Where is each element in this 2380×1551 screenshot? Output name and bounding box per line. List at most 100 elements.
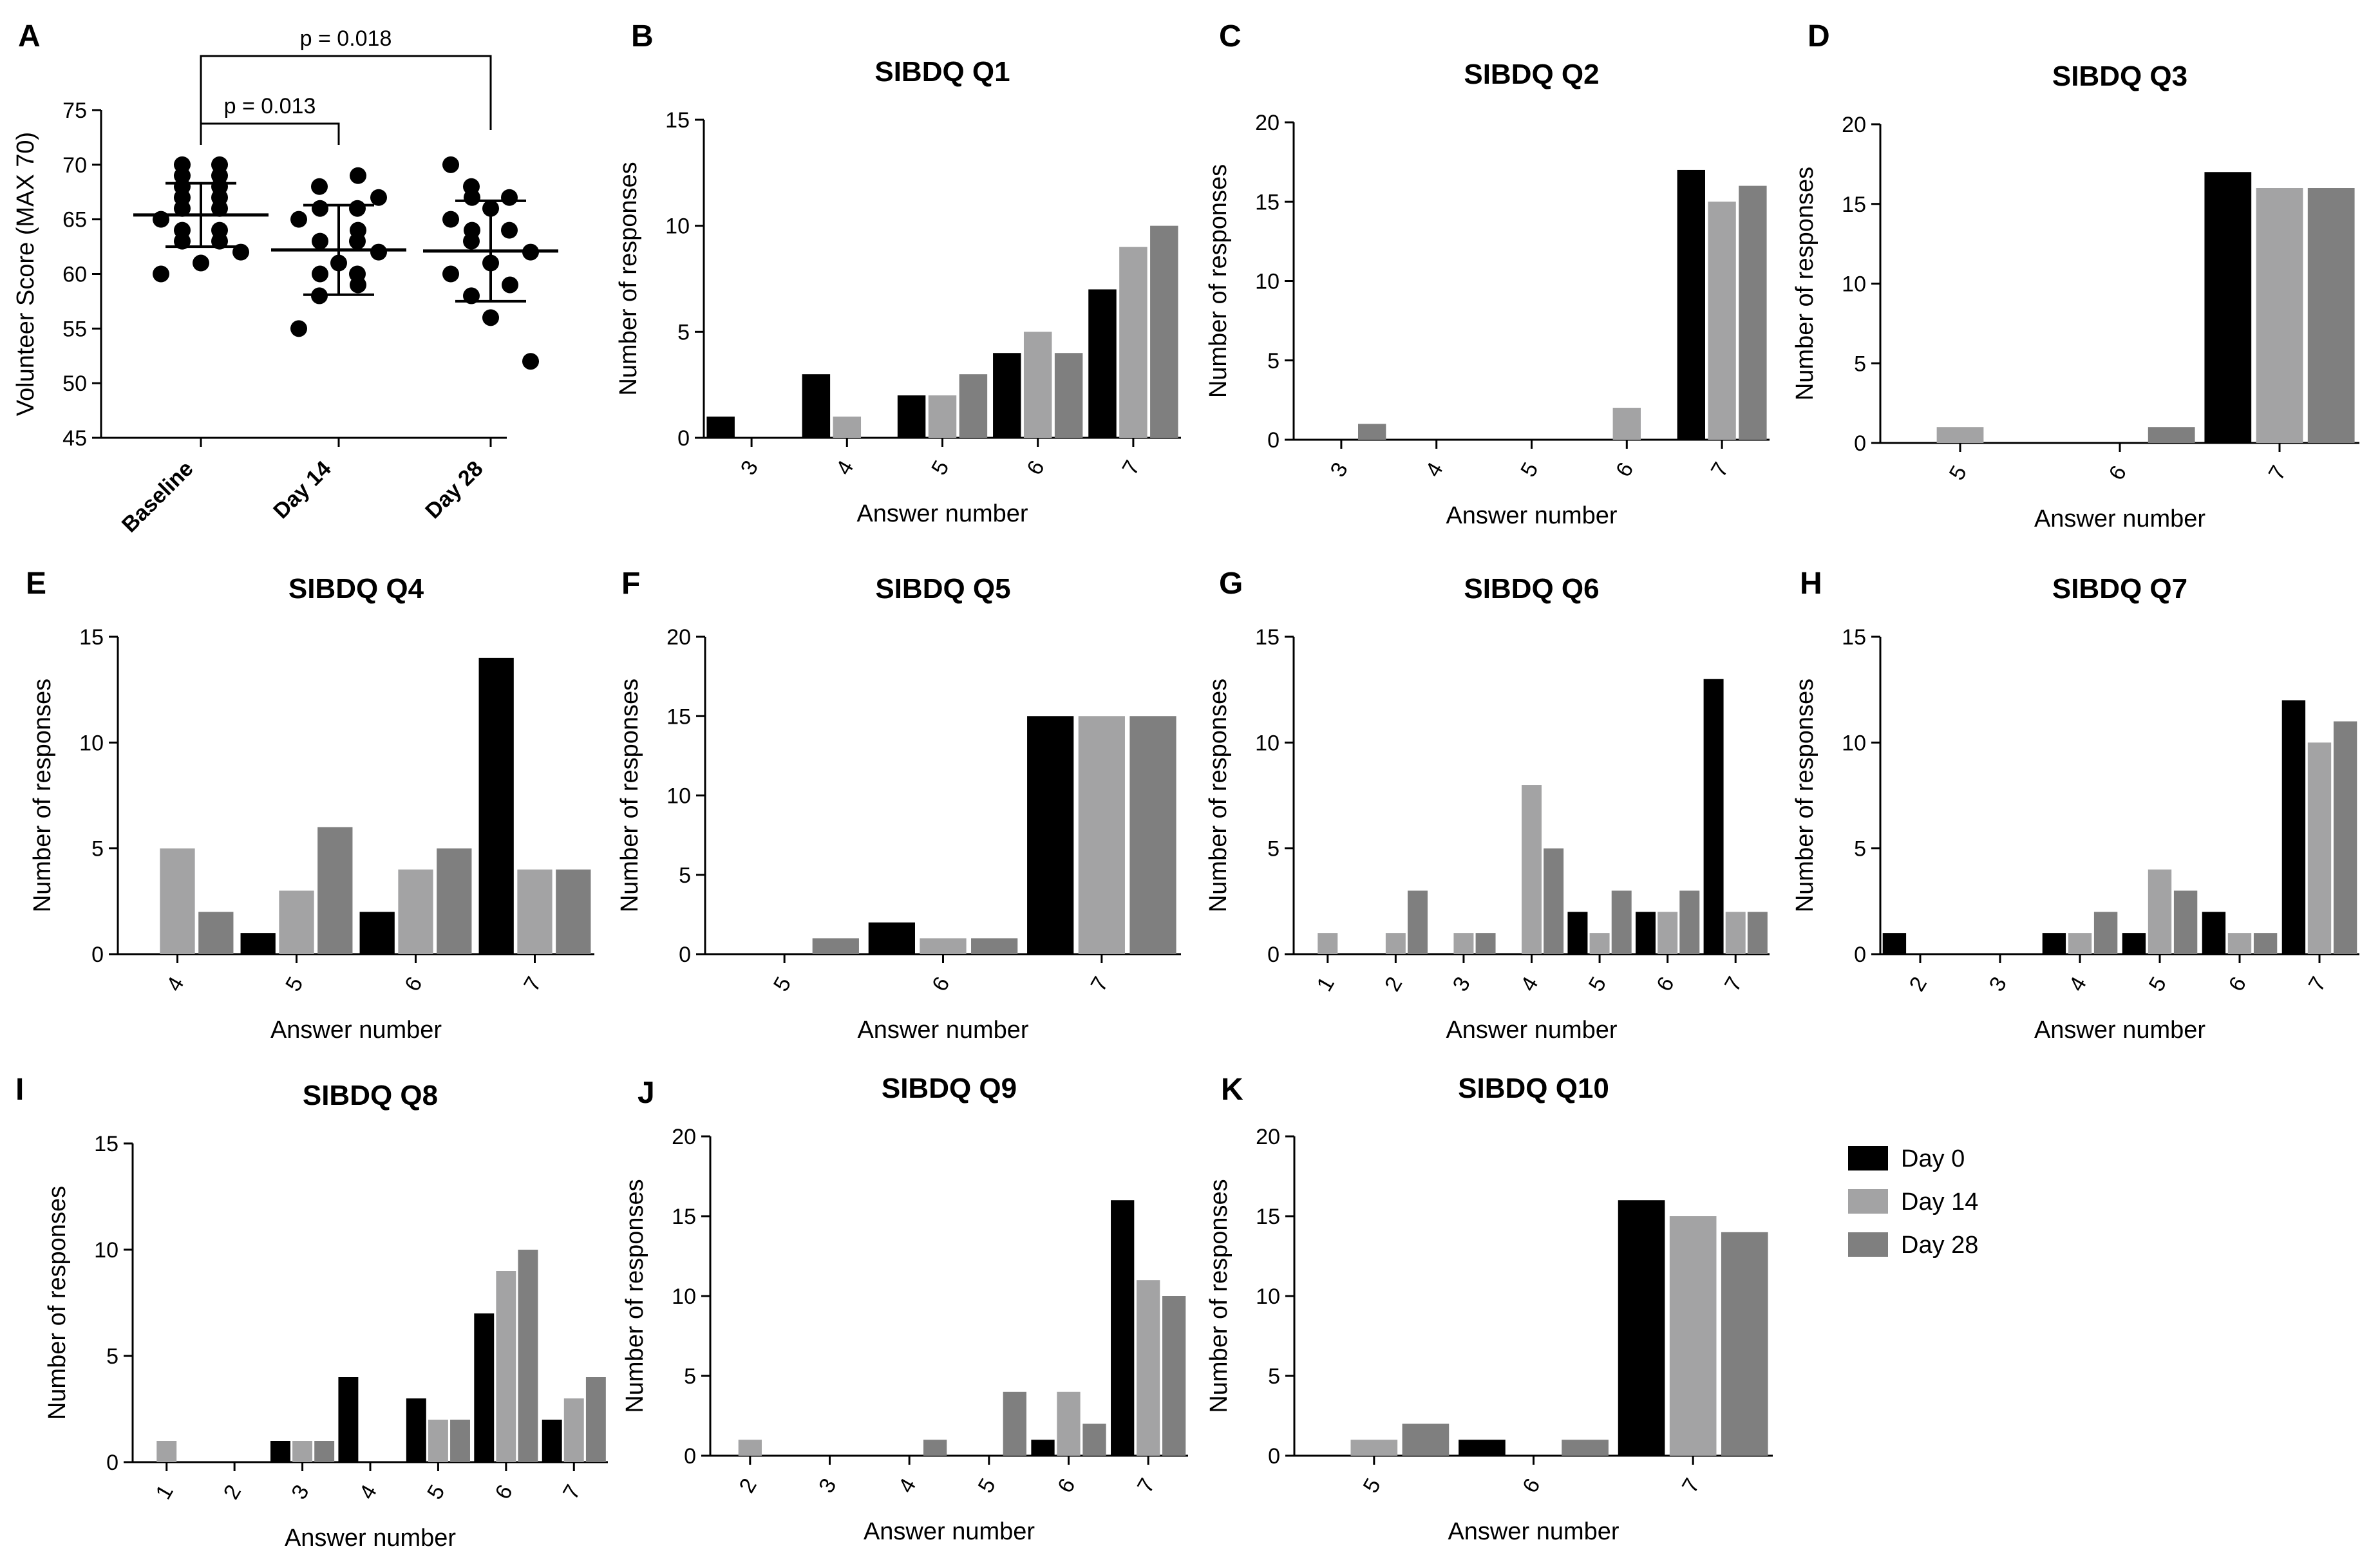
x-tick-label: 3 bbox=[1326, 458, 1353, 481]
bar-day-28-answer-7 bbox=[2333, 721, 2357, 954]
x-tick-label: 5 bbox=[1945, 462, 1972, 484]
panel-f: F SIBDQ Q5 0 5 10 15 20 Number of responses 5 6 7 A… bbox=[616, 567, 1181, 1044]
bar-day-28-answer-6 bbox=[2148, 427, 2195, 443]
data-point-day-28 bbox=[522, 353, 539, 370]
panel-a: A 45 50 55 60 65 70 75 Volunteer Score (MAX 70) B… bbox=[12, 19, 558, 538]
bar-day-0-answer-7 bbox=[1618, 1200, 1665, 1456]
bar-day-28-answer-6 bbox=[1054, 353, 1083, 438]
bar-day-0-answer-4 bbox=[2042, 933, 2066, 954]
bar-day-28-answer-7 bbox=[1150, 225, 1178, 438]
data-point-day-28 bbox=[464, 189, 480, 206]
x-tick-label: 5 bbox=[927, 456, 954, 479]
bar-day-14-answer-7 bbox=[1119, 247, 1148, 438]
x-tick-label: 4 bbox=[1421, 458, 1448, 481]
x-axis-label: Answer number bbox=[2034, 505, 2205, 532]
bar-day-14-answer-2 bbox=[1385, 933, 1406, 954]
x-axis-label: Answer number bbox=[270, 1017, 442, 1044]
bar-day-14-answer-7 bbox=[1708, 202, 1736, 440]
y-axis-label: Number of responses bbox=[621, 1179, 648, 1413]
panel-letter: J bbox=[638, 1076, 655, 1110]
bar-day-0-answer-7 bbox=[1111, 1200, 1135, 1456]
x-axis-label: Answer number bbox=[1446, 1017, 1617, 1044]
bar-day-28-answer-5 bbox=[959, 374, 988, 438]
bar-day-0-answer-6 bbox=[1459, 1440, 1506, 1456]
panel-b: B SIBDQ Q1 0 5 10 15 Number of responses 3 4 5 6 7 A… bbox=[615, 19, 1181, 527]
panel-d: D SIBDQ Q3 0 5 10 15 20 Number of responses 5 6 7 A… bbox=[1791, 19, 2359, 532]
bar-day-14-answer-4 bbox=[833, 417, 862, 438]
bar-day-28-answer-3 bbox=[1475, 933, 1496, 954]
data-point-day-28 bbox=[442, 211, 459, 228]
x-tick-label: 5 bbox=[2144, 973, 2171, 995]
panel-g: G SIBDQ Q6 0 5 10 15 Number of responses 1 2 3 4 5 6… bbox=[1205, 567, 1770, 1044]
bar-day-28-answer-5 bbox=[812, 938, 859, 954]
bar-day-0-answer-5 bbox=[897, 395, 926, 438]
significance-bracket bbox=[200, 55, 492, 130]
bar-day-28-answer-6 bbox=[1562, 1440, 1609, 1456]
x-tick-label: 7 bbox=[2264, 462, 2291, 484]
x-tick-label: 6 bbox=[1022, 456, 1049, 479]
y-tick-label: 60 bbox=[62, 263, 87, 287]
panel-letter: B bbox=[631, 19, 654, 53]
x-tick-label: 3 bbox=[736, 456, 763, 479]
x-tick-label: Day 28 bbox=[420, 456, 487, 523]
y-tick-label: 20 bbox=[1256, 1125, 1280, 1149]
x-tick-label: 6 bbox=[1053, 1474, 1080, 1497]
y-tick-label: 75 bbox=[62, 99, 87, 123]
x-tick-label: 5 bbox=[1584, 973, 1611, 995]
bar-day-28-answer-7 bbox=[1129, 716, 1176, 954]
y-tick-label: 5 bbox=[1267, 349, 1280, 373]
data-point-day-28 bbox=[463, 232, 480, 250]
x-tick-label: 5 bbox=[422, 1481, 449, 1503]
x-tick-label: 4 bbox=[162, 973, 189, 995]
data-point-day-14 bbox=[312, 200, 328, 217]
y-tick-label: 15 bbox=[79, 625, 104, 650]
x-tick-label: 7 bbox=[1720, 973, 1747, 995]
panel-c: C SIBDQ Q2 0 5 10 15 20 Number of responses 3 4 5 6… bbox=[1205, 19, 1770, 529]
y-tick-label: 15 bbox=[1842, 193, 1866, 217]
data-point-day-28 bbox=[442, 156, 459, 173]
bar-day-28-answer-6 bbox=[2253, 933, 2278, 954]
bar-day-28-answer-4 bbox=[1544, 848, 1564, 954]
bar-day-14-answer-7 bbox=[563, 1398, 584, 1462]
x-tick-label: 6 bbox=[2104, 462, 2131, 484]
legend-swatch-day-14 bbox=[1848, 1189, 1888, 1214]
data-point-day-14 bbox=[290, 320, 307, 337]
p-value-label: p = 0.013 bbox=[224, 94, 316, 118]
bar-day-28-answer-5 bbox=[1003, 1391, 1026, 1456]
y-axis-label: Number of responses bbox=[1205, 679, 1232, 912]
bar-day-0-answer-5 bbox=[406, 1398, 426, 1462]
bar-day-0-answer-6 bbox=[1636, 912, 1656, 954]
x-tick-label: Baseline bbox=[117, 456, 198, 538]
bar-day-14-answer-7 bbox=[2256, 188, 2303, 443]
y-tick-label: 0 bbox=[1854, 431, 1866, 456]
y-tick-label: 10 bbox=[1256, 1284, 1280, 1309]
x-tick-label: 2 bbox=[735, 1474, 762, 1497]
bar-day-0-answer-7 bbox=[1088, 289, 1117, 438]
bar-day-28-answer-6 bbox=[437, 848, 472, 954]
bar-day-0-answer-6 bbox=[359, 912, 395, 954]
bar-day-14-answer-6 bbox=[1057, 1391, 1081, 1456]
y-tick-label: 0 bbox=[106, 1451, 118, 1475]
bar-day-14-answer-4 bbox=[160, 848, 195, 954]
bar-day-0-answer-4 bbox=[338, 1377, 359, 1462]
bar-day-14-answer-7 bbox=[517, 869, 552, 954]
bar-day-14-answer-4 bbox=[1522, 785, 1542, 954]
y-tick-label: 10 bbox=[666, 784, 691, 809]
x-tick-label: 7 bbox=[1086, 973, 1113, 995]
x-tick-label: 5 bbox=[1516, 458, 1543, 481]
y-tick-label: 5 bbox=[1267, 837, 1280, 861]
y-tick-label: 15 bbox=[94, 1132, 118, 1156]
y-tick-label: 0 bbox=[91, 943, 104, 967]
x-tick-label: 5 bbox=[974, 1474, 1001, 1497]
y-tick-label: 0 bbox=[1268, 1444, 1280, 1469]
panel-title: SIBDQ Q4 bbox=[288, 573, 424, 605]
data-point-day-28 bbox=[502, 276, 518, 294]
x-axis-label: Answer number bbox=[2034, 1017, 2205, 1044]
x-tick-label: 4 bbox=[831, 456, 858, 479]
bar-day-28-answer-6 bbox=[1082, 1424, 1106, 1456]
bar-day-28-answer-6 bbox=[1679, 890, 1700, 954]
bar-day-14-answer-2 bbox=[738, 1440, 762, 1456]
panel-e: E SIBDQ Q4 0 5 10 15 Number of responses 4 5 6 7 An… bbox=[26, 567, 594, 1044]
y-axis-label: Number of responses bbox=[1791, 679, 1818, 912]
